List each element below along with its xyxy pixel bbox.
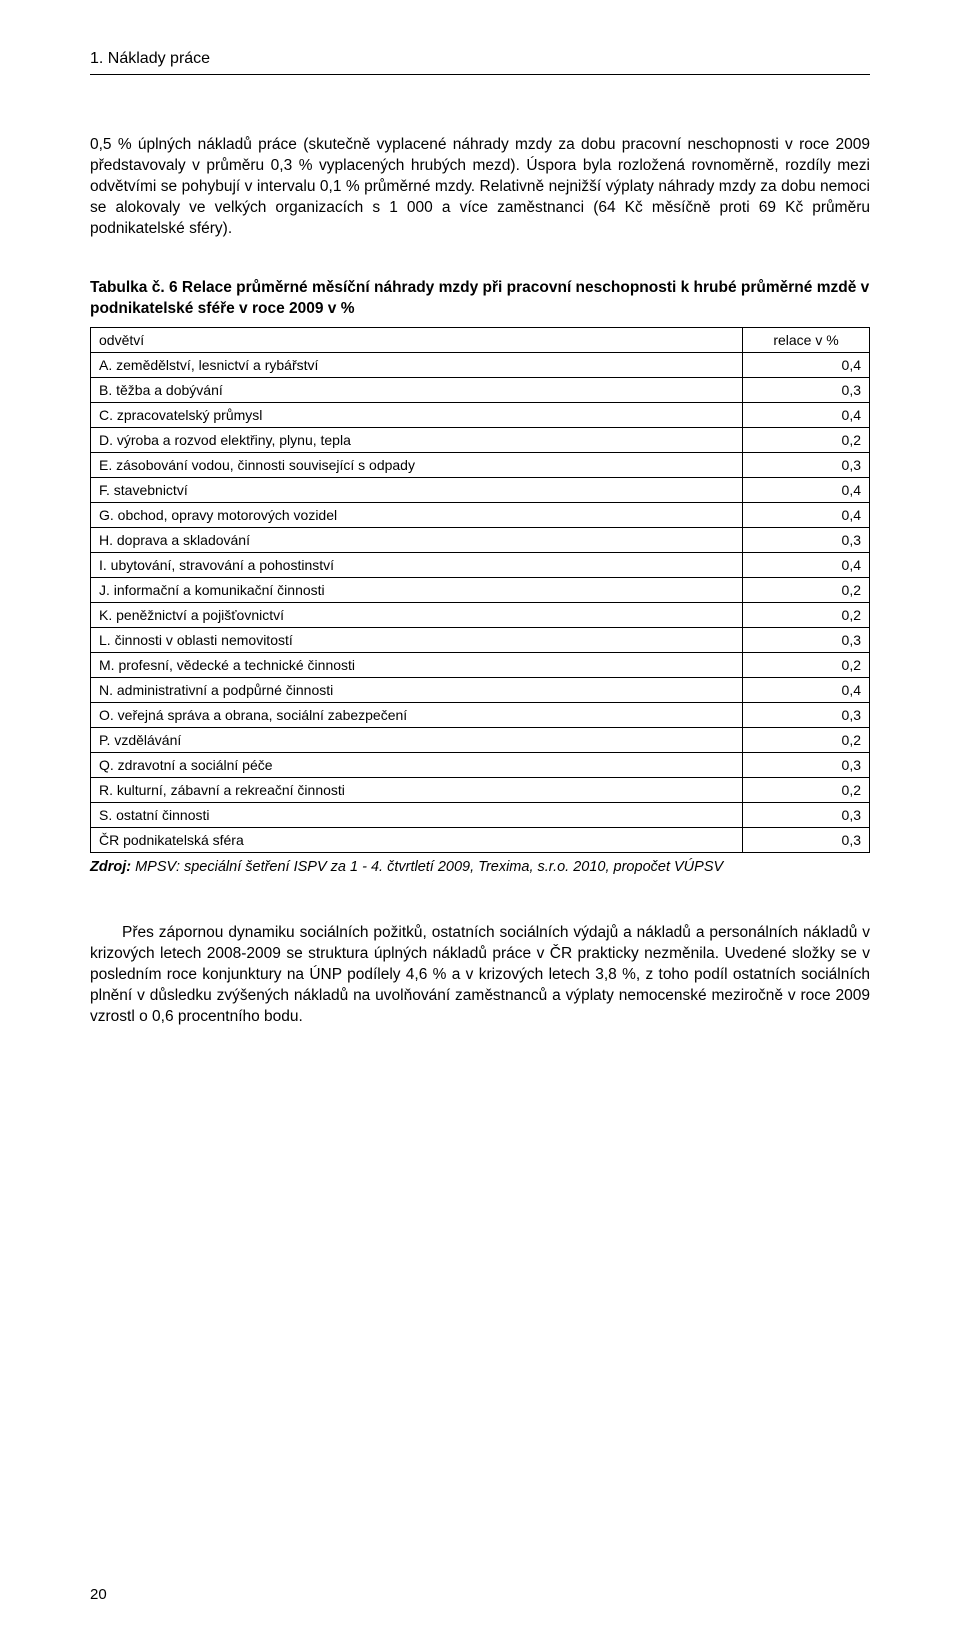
table-row: H. doprava a skladování0,3 bbox=[91, 528, 870, 553]
table-row: S. ostatní činnosti0,3 bbox=[91, 803, 870, 828]
table-cell-value: 0,2 bbox=[743, 578, 870, 603]
table-cell-label: N. administrativní a podpůrné činnosti bbox=[91, 678, 743, 703]
table-cell-label: K. peněžnictví a pojišťovnictví bbox=[91, 603, 743, 628]
table-cell-value: 0,3 bbox=[743, 753, 870, 778]
table-row: O. veřejná správa a obrana, sociální zab… bbox=[91, 703, 870, 728]
table-row: A. zemědělství, lesnictví a rybářství0,4 bbox=[91, 353, 870, 378]
table-row: B. těžba a dobývání0,3 bbox=[91, 378, 870, 403]
table-row: M. profesní, vědecké a technické činnost… bbox=[91, 653, 870, 678]
table-cell-value: 0,4 bbox=[743, 478, 870, 503]
table-row: J. informační a komunikační činnosti0,2 bbox=[91, 578, 870, 603]
table-cell-label: R. kulturní, zábavní a rekreační činnost… bbox=[91, 778, 743, 803]
table-cell-label: P. vzdělávání bbox=[91, 728, 743, 753]
table-cell-value: 0,4 bbox=[743, 678, 870, 703]
table-row: L. činnosti v oblasti nemovitostí0,3 bbox=[91, 628, 870, 653]
table-cell-label: G. obchod, opravy motorových vozidel bbox=[91, 503, 743, 528]
table-row: D. výroba a rozvod elektřiny, plynu, tep… bbox=[91, 428, 870, 453]
table-cell-value: 0,3 bbox=[743, 628, 870, 653]
table-cell-label: F. stavebnictví bbox=[91, 478, 743, 503]
document-page: 1. Náklady práce 0,5 % úplných nákladů p… bbox=[0, 0, 960, 1633]
source-label: Zdroj: bbox=[90, 859, 131, 875]
table-row: C. zpracovatelský průmysl0,4 bbox=[91, 403, 870, 428]
table-cell-value: 0,3 bbox=[743, 453, 870, 478]
table-row: N. administrativní a podpůrné činnosti0,… bbox=[91, 678, 870, 703]
table-header-row: odvětví relace v % bbox=[91, 328, 870, 353]
table-cell-label: D. výroba a rozvod elektřiny, plynu, tep… bbox=[91, 428, 743, 453]
table-header-label: odvětví bbox=[91, 328, 743, 353]
table-cell-label: H. doprava a skladování bbox=[91, 528, 743, 553]
table-cell-label: M. profesní, vědecké a technické činnost… bbox=[91, 653, 743, 678]
table-cell-value: 0,4 bbox=[743, 353, 870, 378]
section-heading: 1. Náklady práce bbox=[90, 50, 870, 68]
table-row: ČR podnikatelská sféra0,3 bbox=[91, 828, 870, 853]
table-cell-value: 0,4 bbox=[743, 403, 870, 428]
table-row: R. kulturní, zábavní a rekreační činnost… bbox=[91, 778, 870, 803]
table-cell-value: 0,3 bbox=[743, 828, 870, 853]
table-cell-label: J. informační a komunikační činnosti bbox=[91, 578, 743, 603]
table-row: K. peněžnictví a pojišťovnictví0,2 bbox=[91, 603, 870, 628]
table-row: P. vzdělávání0,2 bbox=[91, 728, 870, 753]
data-table: odvětví relace v % A. zemědělství, lesni… bbox=[90, 327, 870, 853]
table-header-value: relace v % bbox=[743, 328, 870, 353]
table-cell-label: I. ubytování, stravování a pohostinství bbox=[91, 553, 743, 578]
table-cell-value: 0,2 bbox=[743, 728, 870, 753]
heading-rule bbox=[90, 74, 870, 75]
table-row: Q. zdravotní a sociální péče0,3 bbox=[91, 753, 870, 778]
table-cell-value: 0,4 bbox=[743, 503, 870, 528]
table-cell-value: 0,2 bbox=[743, 603, 870, 628]
table-cell-value: 0,4 bbox=[743, 553, 870, 578]
table-row: E. zásobování vodou, činnosti souvisejíc… bbox=[91, 453, 870, 478]
paragraph-1: 0,5 % úplných nákladů práce (skutečně vy… bbox=[90, 135, 870, 240]
paragraph-2: Přes zápornou dynamiku sociálních požitk… bbox=[90, 923, 870, 1028]
table-cell-label: B. těžba a dobývání bbox=[91, 378, 743, 403]
table-cell-value: 0,2 bbox=[743, 428, 870, 453]
source-text: MPSV: speciální šetření ISPV za 1 - 4. č… bbox=[131, 859, 723, 875]
table-cell-label: C. zpracovatelský průmysl bbox=[91, 403, 743, 428]
table-cell-label: E. zásobování vodou, činnosti souvisejíc… bbox=[91, 453, 743, 478]
table-cell-value: 0,2 bbox=[743, 653, 870, 678]
table-cell-value: 0,3 bbox=[743, 703, 870, 728]
table-row: F. stavebnictví0,4 bbox=[91, 478, 870, 503]
table-cell-label: S. ostatní činnosti bbox=[91, 803, 743, 828]
table-cell-label: L. činnosti v oblasti nemovitostí bbox=[91, 628, 743, 653]
table-cell-label: O. veřejná správa a obrana, sociální zab… bbox=[91, 703, 743, 728]
table-cell-label: ČR podnikatelská sféra bbox=[91, 828, 743, 853]
table-title: Tabulka č. 6 Relace průměrné měsíční náh… bbox=[90, 278, 870, 320]
table-cell-label: Q. zdravotní a sociální péče bbox=[91, 753, 743, 778]
table-source: Zdroj: MPSV: speciální šetření ISPV za 1… bbox=[90, 859, 870, 875]
table-cell-value: 0,3 bbox=[743, 528, 870, 553]
page-number: 20 bbox=[90, 1586, 107, 1603]
table-cell-value: 0,3 bbox=[743, 803, 870, 828]
table-cell-value: 0,2 bbox=[743, 778, 870, 803]
table-row: I. ubytování, stravování a pohostinství0… bbox=[91, 553, 870, 578]
table-cell-label: A. zemědělství, lesnictví a rybářství bbox=[91, 353, 743, 378]
table-cell-value: 0,3 bbox=[743, 378, 870, 403]
table-row: G. obchod, opravy motorových vozidel0,4 bbox=[91, 503, 870, 528]
